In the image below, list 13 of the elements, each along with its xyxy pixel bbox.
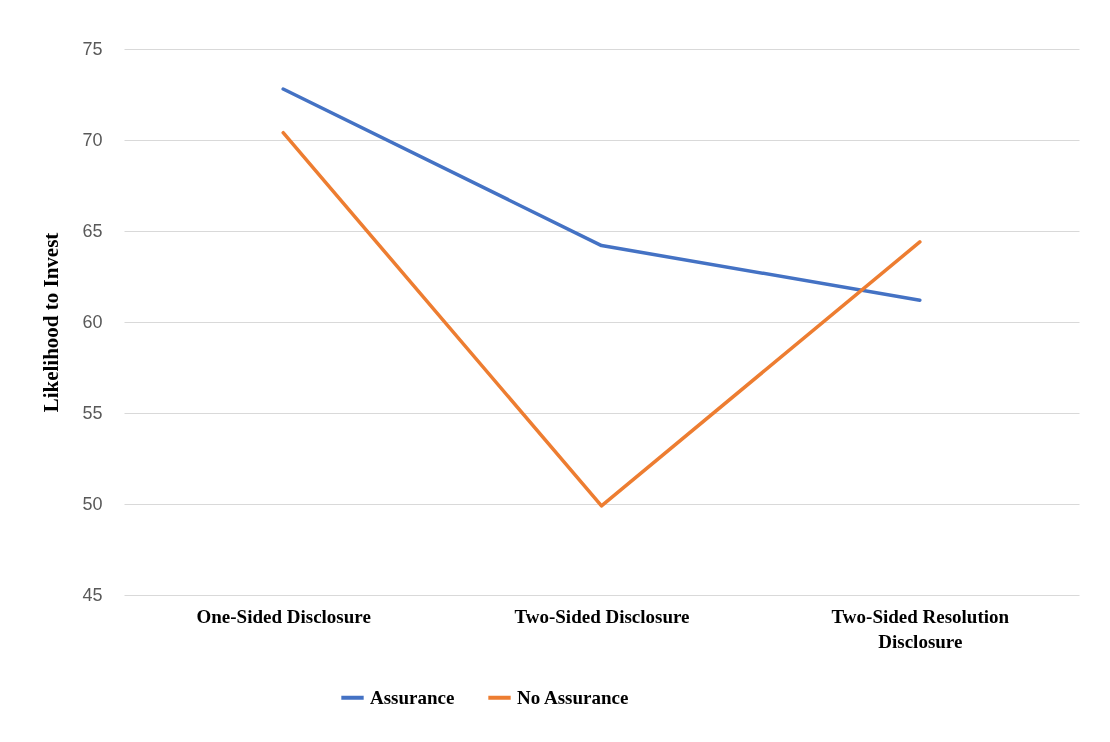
y-tick-label: 50 bbox=[82, 493, 103, 514]
y-tick-label: 65 bbox=[82, 220, 103, 241]
legend-label: Assurance bbox=[370, 686, 455, 708]
y-tick-label: 70 bbox=[82, 129, 103, 150]
y-tick-label: 75 bbox=[82, 38, 103, 59]
x-tick-label: One-Sided Disclosure bbox=[196, 605, 371, 627]
y-tick-label: 55 bbox=[82, 402, 103, 423]
legend-label: No Assurance bbox=[517, 686, 629, 708]
y-axis-title: Likelihood to Invest bbox=[39, 232, 64, 413]
y-tick-label: 60 bbox=[82, 311, 103, 332]
y-tick-label: 45 bbox=[82, 584, 103, 605]
x-tick-label: Two-Sided Disclosure bbox=[514, 605, 690, 627]
x-tick-label: Two-Sided Resolution Disclosure bbox=[831, 605, 1010, 652]
